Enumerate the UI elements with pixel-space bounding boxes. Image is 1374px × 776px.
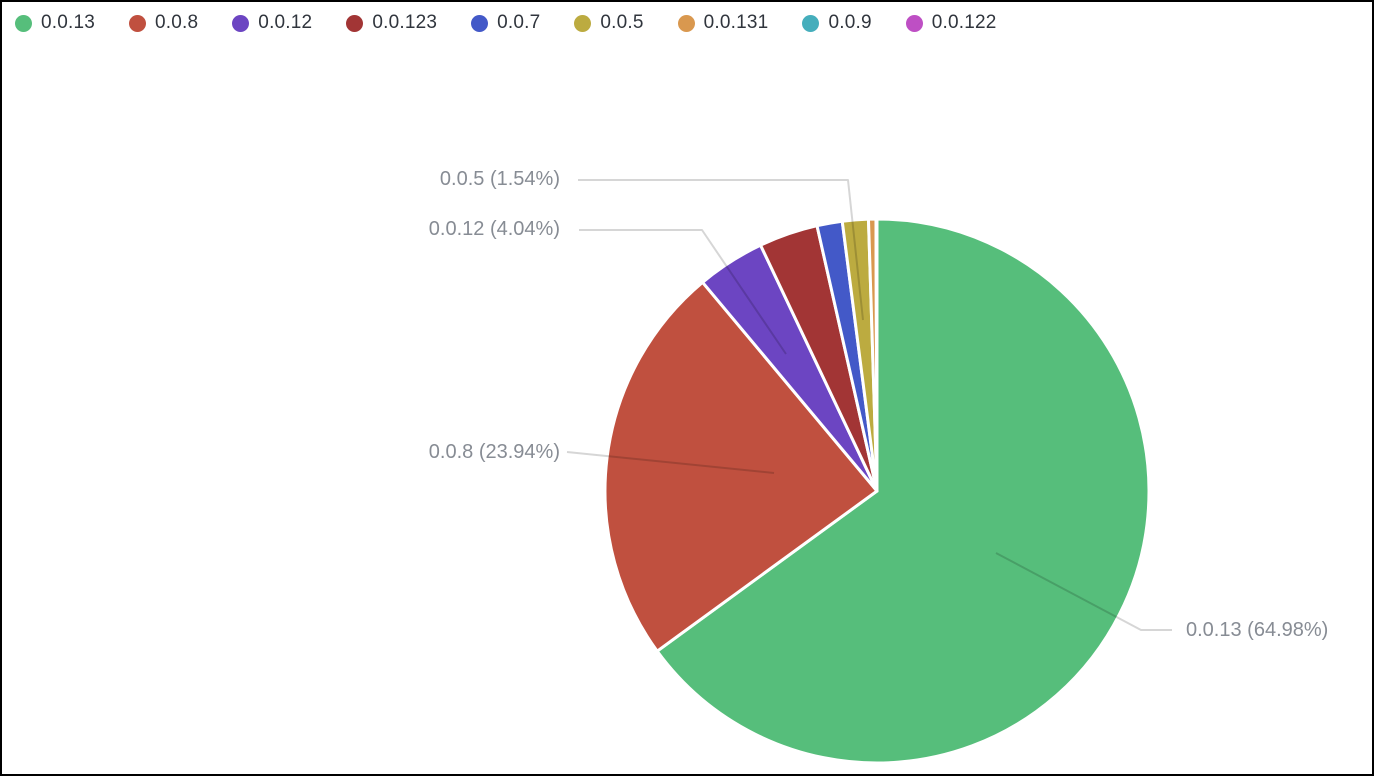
legend-swatch-icon (346, 14, 364, 32)
legend-item-0.0.122[interactable]: 0.0.122 (905, 12, 997, 34)
legend-item-0.0.5[interactable]: 0.0.5 (574, 12, 643, 34)
pie-slice-0.0.8[interactable] (603, 280, 879, 653)
legend-item-label: 0.0.8 (155, 12, 199, 33)
legend-item-0.0.12[interactable]: 0.0.12 (232, 12, 312, 34)
legend-item-0.0.123[interactable]: 0.0.123 (346, 12, 437, 34)
leader-line-0-0-13 (995, 552, 1172, 631)
legend-swatch-icon (905, 14, 923, 32)
legend-swatch-icon (471, 14, 489, 32)
legend-item-0.0.131[interactable]: 0.0.131 (677, 12, 769, 34)
legend-item-label: 0.0.5 (600, 12, 644, 33)
legend-item-label: 0.0.13 (41, 12, 96, 33)
legend-swatch-icon (677, 14, 695, 32)
leader-line-0-0-12 (579, 229, 787, 355)
legend-swatch-icon (15, 14, 32, 32)
legend-swatch-icon (129, 14, 147, 32)
slice-label-0-0-13: 0.0.13 (64.98%) (1186, 619, 1329, 641)
leader-line-0-0-5 (578, 179, 864, 321)
leader-line-0-0-8 (566, 451, 775, 474)
legend-item-0.0.9[interactable]: 0.0.9 (802, 12, 872, 34)
legend-swatch-icon (232, 14, 250, 32)
legend-item-0.0.13[interactable]: 0.0.13 (15, 12, 95, 34)
pie-slices-group (603, 217, 1151, 765)
slice-label-0-0-5: 0.0.5 (1.54%) (439, 168, 560, 190)
legend-item-label: 0.0.12 (258, 12, 313, 33)
legend-item-label: 0.0.7 (497, 12, 541, 33)
pie-slice-0.0.13[interactable] (655, 217, 1151, 765)
legend-swatch-icon (574, 14, 592, 32)
legend-item-0.0.8[interactable]: 0.0.8 (129, 12, 198, 34)
legend-item-label: 0.0.122 (931, 12, 997, 33)
legend-item-label: 0.0.9 (828, 12, 872, 33)
slice-label-0-0-8: 0.0.8 (23.94%) (428, 441, 560, 463)
legend-swatch-icon (802, 14, 820, 32)
slice-label-0-0-12: 0.0.12 (4.04%) (428, 218, 560, 240)
legend: 0.0.13 0.0.8 0.0.12 0.0.123 0.0.7 0.0.5 0.0.13… (15, 12, 997, 34)
legend-item-label: 0.0.123 (372, 12, 438, 33)
legend-item-label: 0.0.131 (703, 12, 769, 33)
legend-item-0.0.7[interactable]: 0.0.7 (471, 12, 540, 34)
